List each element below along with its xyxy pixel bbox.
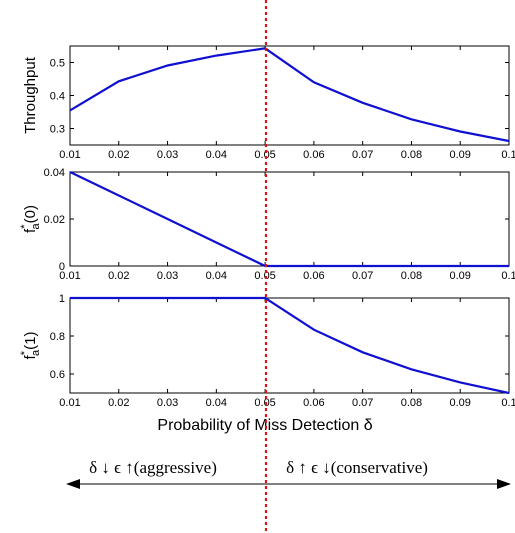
x-tick-label: 0.08	[401, 149, 422, 161]
y-tick-label: 0.3	[50, 124, 65, 136]
x-tick-label: 0.07	[352, 270, 373, 282]
x-tick-label: 0.04	[206, 149, 227, 161]
x-tick-label: 0.09	[450, 270, 471, 282]
x-tick-label: 0.06	[303, 149, 324, 161]
plot-frame	[69, 171, 510, 267]
x-tick-label: 0.1	[501, 270, 515, 282]
left-arrowhead-icon	[66, 479, 80, 489]
y-tick-label: 0.5	[50, 58, 65, 70]
x-tick-label: 0.04	[206, 397, 227, 409]
plot-frame	[69, 297, 510, 394]
series-line	[69, 47, 510, 143]
x-tick-label: 0.01	[59, 270, 80, 282]
x-tick-label: 0.05	[254, 149, 275, 161]
y-tick-label: 0.02	[44, 214, 65, 226]
x-tick-label: 0.08	[401, 397, 422, 409]
x-tick-label: 0.07	[352, 149, 373, 161]
x-tick-label: 0.03	[157, 270, 178, 282]
x-tick-label: 0.02	[108, 270, 129, 282]
y-axis-label: Throughput	[22, 56, 39, 134]
y-tick-label: 0.04	[44, 167, 65, 179]
panel-1: 0.01 0.02 0.03 0.04 0.05 0.06 0.07 0.08 0.09 0.1 0…	[22, 45, 515, 161]
y-axis-label: f*a(1)	[19, 332, 42, 360]
annotation-aggressive: δ ↓ ϵ ↑(aggressive)	[89, 458, 217, 477]
y-tick-label: 0.8	[50, 331, 65, 343]
x-tick-label: 0.01	[59, 149, 80, 161]
x-axis-label: Probability of Miss Detection δ	[157, 417, 372, 434]
y-tick-label: 0.4	[50, 91, 65, 103]
x-tick-label: 0.09	[450, 149, 471, 161]
x-tick-label: 0.06	[303, 270, 324, 282]
panel-2: 0.010.020.030.040.050.060.070.080.090.10…	[19, 167, 515, 282]
panel-3: 0.010.020.030.040.050.060.070.080.090.10…	[19, 293, 515, 409]
series-line	[69, 171, 509, 268]
right-arrowhead-icon	[497, 479, 511, 489]
x-tick-label: 0.03	[157, 397, 178, 409]
annotation-conservative: δ ↑ ϵ ↓(conservative)	[286, 458, 428, 477]
y-tick-label: 1	[59, 293, 65, 305]
x-tick-label: 0.1	[501, 149, 515, 161]
panels: 0.01 0.02 0.03 0.04 0.05 0.06 0.07 0.08 0.09 0.1 0…	[19, 45, 515, 409]
y-tick-label: 0	[59, 261, 65, 273]
x-tick-label: 0.1	[501, 397, 515, 409]
x-tick-label: 0.04	[206, 270, 227, 282]
x-tick-label: 0.08	[401, 270, 422, 282]
plot-frame	[69, 45, 510, 146]
x-tick-label: 0.09	[450, 397, 471, 409]
y-axis-label: f*a(0)	[19, 205, 42, 233]
x-tick-label: 0.07	[352, 397, 373, 409]
x-tick-label: 0.01	[59, 397, 80, 409]
x-tick-label: 0.03	[157, 149, 178, 161]
x-tick-label: 0.02	[108, 149, 129, 161]
x-tick-label: 0.06	[303, 397, 324, 409]
series-line	[70, 296, 510, 395]
x-tick-label: 0.02	[108, 397, 129, 409]
y-tick-label: 0.6	[50, 369, 65, 381]
